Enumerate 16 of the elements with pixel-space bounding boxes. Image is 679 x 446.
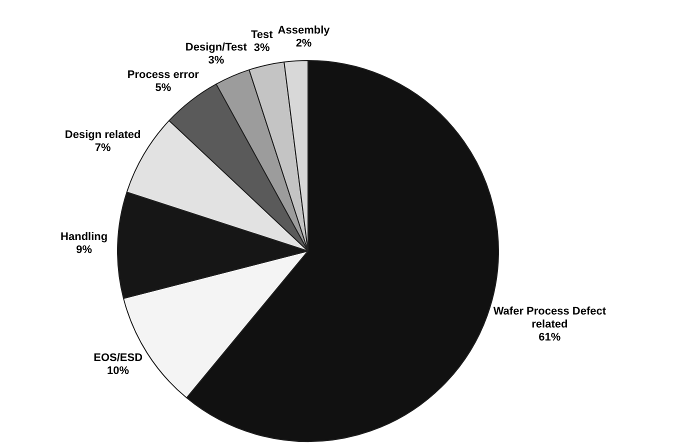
data-label: 5% bbox=[155, 82, 172, 94]
slice-label: Wafer Process Defect related bbox=[493, 306, 606, 331]
slice-label: EOS/ESD bbox=[94, 352, 143, 364]
slice-label: Test bbox=[250, 29, 274, 42]
data-label: 7% bbox=[94, 142, 111, 154]
slice-label: Process error bbox=[127, 68, 200, 81]
data-label: 61% bbox=[538, 332, 561, 344]
data-label: 10% bbox=[107, 364, 130, 377]
slice-label: Handling bbox=[60, 230, 108, 243]
slice-label: Design related bbox=[64, 128, 141, 141]
slice-label: Design/Test bbox=[185, 42, 248, 54]
data-label: 3% bbox=[208, 54, 224, 67]
data-label: 2% bbox=[296, 37, 312, 50]
data-label: 3% bbox=[254, 42, 270, 54]
data-label: 9% bbox=[76, 244, 92, 256]
slice-label: Assembly bbox=[278, 24, 331, 36]
